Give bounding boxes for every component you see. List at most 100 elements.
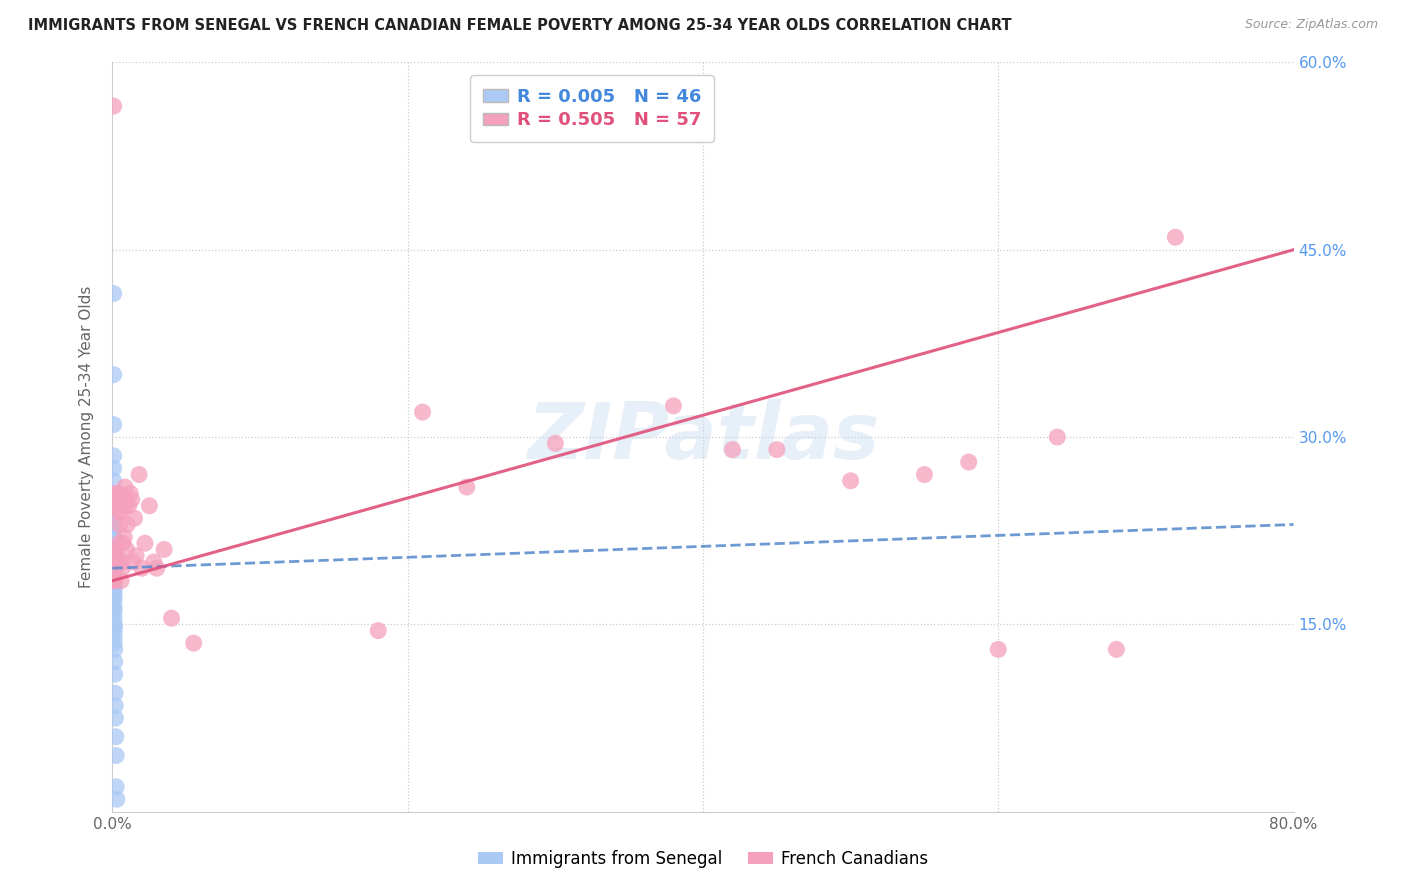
Point (124, 511, 146, 525)
Point (103, 555, 125, 569)
Point (105, 792, 128, 806)
Point (111, 536, 134, 550)
Point (108, 536, 131, 550)
Point (125, 549, 148, 563)
Point (103, 630, 125, 644)
Point (120, 486, 142, 500)
Point (839, 474, 862, 488)
Point (105, 748, 128, 763)
Point (107, 555, 129, 569)
Point (103, 574, 125, 588)
Point (128, 467, 150, 482)
Point (104, 698, 127, 713)
Point (103, 520, 125, 534)
Point (110, 505, 132, 519)
Point (103, 620, 125, 634)
Point (1046, 430, 1069, 444)
Point (107, 499, 129, 513)
Point (112, 492, 135, 507)
Point (914, 467, 936, 482)
Point (142, 555, 165, 569)
Point (104, 686, 127, 700)
Point (103, 99, 125, 113)
Point (1105, 642, 1128, 657)
Point (160, 611, 183, 625)
Point (103, 530, 125, 544)
Point (103, 461, 125, 475)
Text: Source: ZipAtlas.com: Source: ZipAtlas.com (1244, 18, 1378, 31)
Point (121, 492, 143, 507)
Point (957, 455, 980, 469)
Point (110, 574, 132, 588)
Point (104, 642, 127, 657)
Point (1164, 230, 1187, 244)
Point (103, 592, 125, 607)
Point (117, 517, 138, 532)
Point (110, 555, 132, 569)
Point (103, 542, 125, 557)
Point (103, 636, 125, 650)
Point (103, 515, 125, 529)
Point (103, 574, 125, 588)
Legend: R = 0.005   N = 46, R = 0.505   N = 57: R = 0.005 N = 46, R = 0.505 N = 57 (470, 75, 714, 142)
Point (104, 655, 127, 669)
Point (103, 576, 125, 591)
Point (105, 549, 128, 563)
Point (104, 730, 127, 744)
Point (103, 602, 125, 616)
Point (103, 558, 125, 572)
Point (103, 586, 125, 600)
Point (987, 642, 1010, 657)
Point (103, 417, 125, 432)
Legend: Immigrants from Senegal, French Canadians: Immigrants from Senegal, French Canadian… (471, 844, 935, 875)
Point (108, 555, 131, 569)
Point (103, 449, 125, 463)
Point (103, 580, 125, 594)
Point (146, 561, 169, 575)
Point (153, 542, 176, 557)
Point (108, 517, 131, 532)
Point (105, 499, 128, 513)
Point (104, 486, 127, 500)
Point (134, 536, 156, 550)
Point (138, 499, 160, 513)
Point (103, 599, 125, 613)
Point (456, 480, 478, 494)
Point (103, 536, 125, 550)
Point (104, 711, 127, 725)
Point (103, 605, 125, 619)
Point (104, 561, 127, 575)
Point (103, 474, 125, 488)
Point (766, 442, 789, 457)
Point (103, 567, 125, 582)
Point (107, 486, 129, 500)
Point (104, 667, 127, 681)
Point (103, 368, 125, 382)
Point (103, 611, 125, 625)
Point (115, 542, 138, 557)
Text: ZIPatlas: ZIPatlas (527, 399, 879, 475)
Point (105, 492, 128, 507)
Text: IMMIGRANTS FROM SENEGAL VS FRENCH CANADIAN FEMALE POVERTY AMONG 25-34 YEAR OLDS : IMMIGRANTS FROM SENEGAL VS FRENCH CANADI… (28, 18, 1012, 33)
Point (111, 561, 134, 575)
Point (131, 561, 153, 575)
Point (103, 570, 125, 584)
Point (103, 624, 125, 638)
Point (104, 499, 127, 513)
Point (122, 555, 145, 569)
Point (105, 780, 128, 794)
Point (104, 542, 127, 557)
Point (103, 582, 125, 597)
Point (103, 590, 125, 604)
Point (183, 636, 205, 650)
Point (721, 442, 744, 457)
Point (411, 405, 433, 419)
Point (103, 561, 125, 575)
Point (103, 617, 125, 632)
Point (662, 399, 685, 413)
Point (103, 286, 125, 301)
Point (103, 564, 125, 578)
Point (118, 499, 141, 513)
Point (114, 480, 136, 494)
Point (103, 565, 125, 579)
